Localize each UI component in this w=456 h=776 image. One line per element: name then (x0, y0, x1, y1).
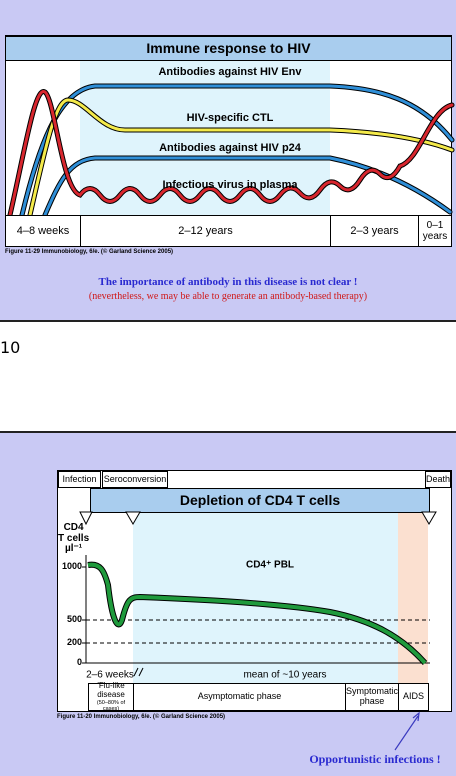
y-label-line: µl⁻¹ (64, 543, 83, 554)
note: Opportunistic infections ! (309, 752, 441, 766)
caption: Figure 11-20 Immunobiology, 6/e. (© Garl… (57, 714, 226, 720)
y-tick-label: 1000 (61, 561, 82, 571)
time-label: 2–6 weeks (86, 669, 134, 681)
marker: Seroconversion (102, 471, 168, 488)
caption: Figure 11-29 Immunobiology, 6/e. (© Garl… (5, 249, 174, 255)
timeline-cell: 2–3 years (330, 215, 419, 247)
phase-note: (50–80% of cases) (96, 699, 126, 712)
y-tick-label: 200 (66, 637, 82, 647)
y-label-line: T cells (58, 532, 90, 544)
figure-title: Depletion of CD4 T cells (90, 488, 430, 513)
curve-label: Antibodies against HIV p24 (159, 142, 301, 154)
phase-cell: AIDS (398, 683, 429, 711)
curve-label: CD4⁺ PBL (245, 559, 295, 571)
curve-label: HIV-specific CTL (186, 112, 274, 124)
y-label: CD4 T cells µl⁻¹ (58, 522, 90, 555)
phase-cell: Symptomatic phase (345, 683, 399, 711)
figure-title: Immune response to HIV (5, 36, 452, 61)
note: The importance of antibody in this disea… (98, 276, 358, 288)
divider (0, 431, 456, 433)
timeline-cell: 4–8 weeks (5, 215, 81, 247)
phase-cell: 'Flu-like disease (50–80% of cases) (88, 681, 134, 712)
note: (nevertheless, we may be able to generat… (88, 291, 368, 302)
timeline-cell: 0–1 years (418, 215, 452, 247)
y-tick-label: 500 (66, 614, 82, 624)
page-number: 10 (0, 338, 21, 357)
curve-label: Infectious virus in plasma (162, 179, 298, 191)
y-tick-label: 0 (76, 657, 82, 667)
marker: Death (425, 471, 451, 488)
y-label-line: CD4 (63, 522, 84, 533)
time-label: mean of ~10 years (243, 669, 327, 681)
marker: Infection (58, 471, 101, 488)
divider (0, 320, 456, 322)
phase-cell: Asymptomatic phase (133, 683, 346, 711)
phase: 'Flu-like disease (97, 681, 125, 699)
timeline-cell: 2–12 years (80, 215, 331, 247)
curves (7, 83, 455, 218)
curve-label: Antibodies against HIV Env (158, 66, 302, 78)
